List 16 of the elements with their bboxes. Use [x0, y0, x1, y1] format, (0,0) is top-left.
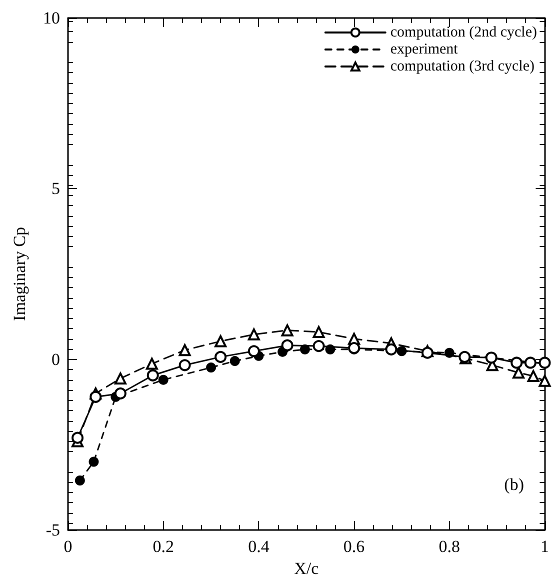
y-tick-label: 5 [52, 179, 60, 198]
x-tick-label: 1 [540, 537, 549, 556]
x-tick-label: 0.4 [248, 537, 270, 556]
y-tick-label: 0 [52, 350, 60, 369]
y-axis-title: Imaginary Cp [10, 227, 29, 321]
y-tick-label: 10 [43, 8, 60, 28]
legend-label: experiment [390, 42, 459, 58]
x-tick-label: 0.6 [343, 537, 365, 556]
annotation: (b) [504, 475, 524, 494]
x-axis-title: X/c [294, 558, 320, 578]
y-tick-label: -5 [46, 520, 60, 540]
x-tick-label: 0.8 [438, 537, 460, 556]
x-tick-label: 0 [64, 537, 72, 556]
legend-label: computation (2nd cycle) [390, 24, 538, 40]
legend-label: computation (3rd cycle) [390, 58, 535, 74]
x-tick-label: 0.2 [152, 537, 174, 556]
